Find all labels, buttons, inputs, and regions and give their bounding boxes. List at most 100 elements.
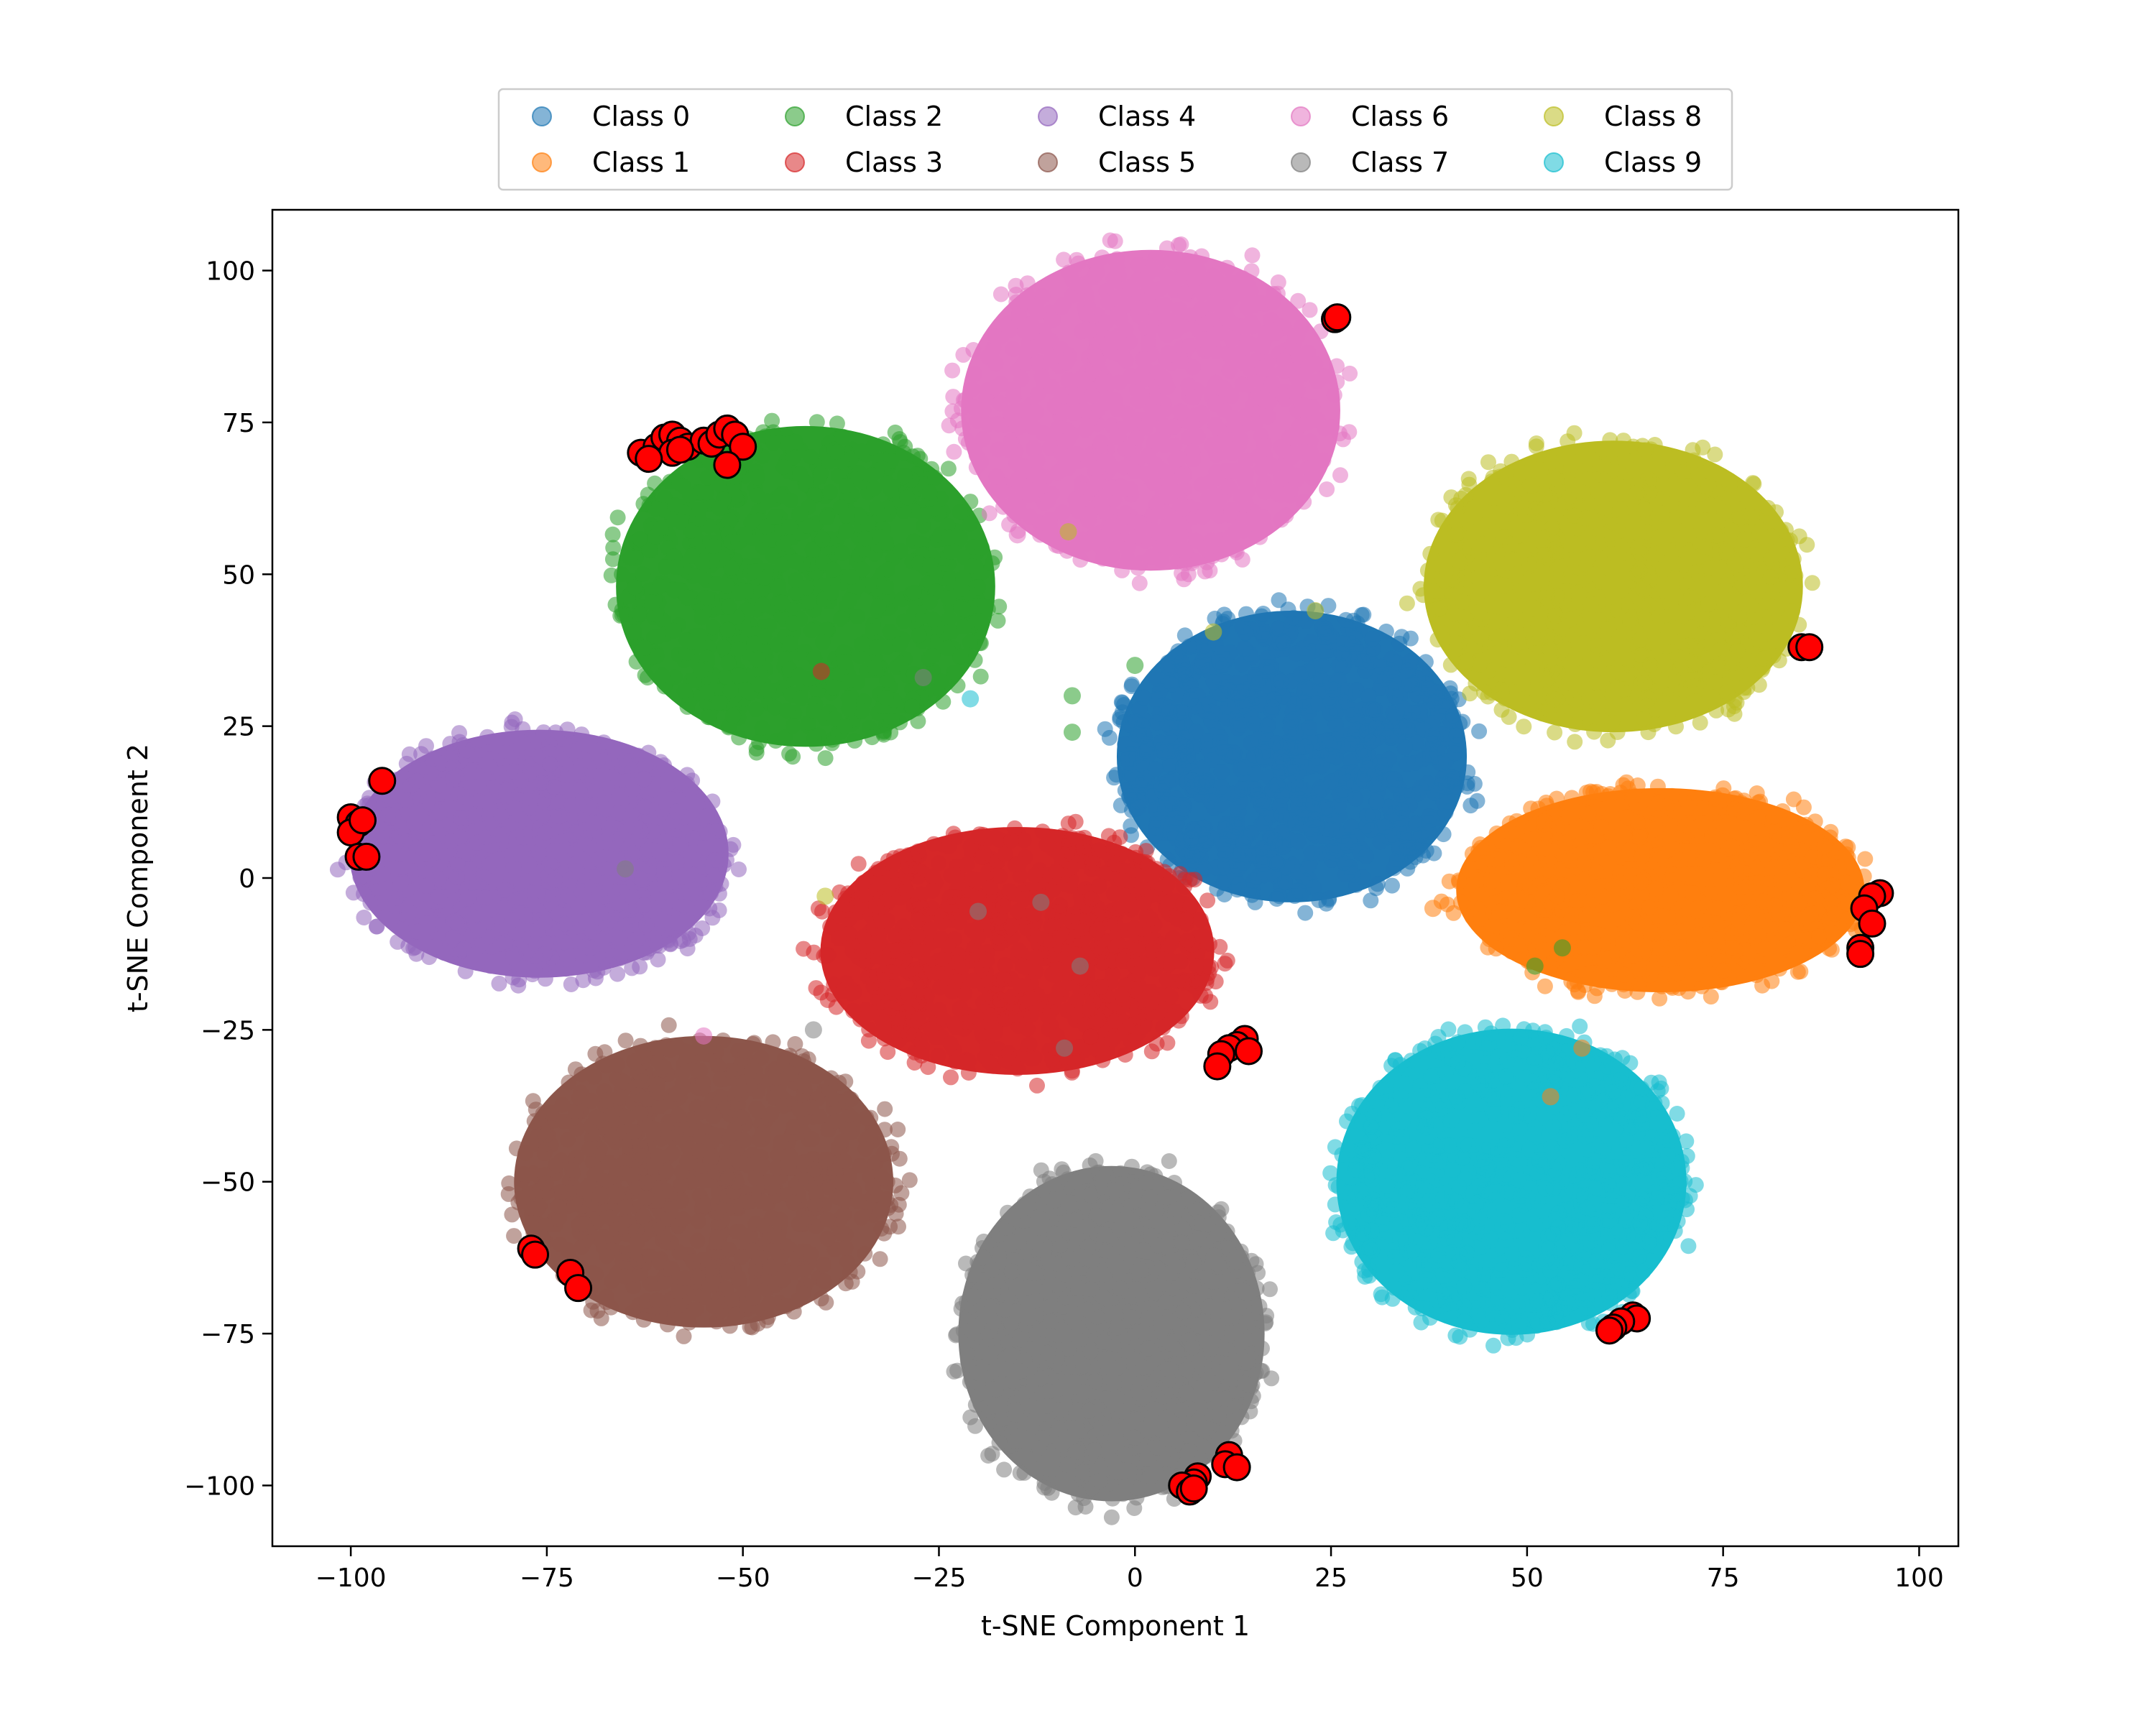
data-point: [1189, 974, 1206, 991]
data-point: [731, 585, 747, 601]
data-point: [694, 609, 710, 626]
data-point: [960, 1053, 977, 1069]
data-point: [1647, 821, 1663, 838]
data-point: [964, 871, 981, 887]
data-point: [956, 601, 972, 618]
data-point: [1115, 987, 1131, 1003]
data-point: [596, 833, 613, 850]
data-point: [1580, 805, 1597, 822]
data-point: [1008, 1009, 1024, 1025]
data-point: [1649, 778, 1666, 795]
data-point: [638, 917, 655, 933]
data-point: [1789, 946, 1805, 962]
data-point: [352, 869, 369, 886]
data-point: [699, 808, 715, 824]
data-point: [1112, 829, 1128, 846]
data-point: [1331, 657, 1348, 673]
data-point: [1756, 941, 1773, 957]
data-point: [1131, 701, 1148, 718]
data-point: [1435, 826, 1452, 843]
data-point: [1110, 900, 1125, 917]
data-point: [1092, 979, 1109, 995]
data-point: [803, 448, 819, 465]
data-point: [942, 543, 959, 560]
data-point: [1448, 727, 1465, 744]
data-point: [953, 581, 969, 597]
data-point: [817, 750, 834, 767]
data-point: [788, 433, 804, 450]
data-point: [1134, 717, 1151, 734]
data-point: [899, 489, 916, 506]
data-point: [952, 1000, 969, 1017]
data-point: [1148, 670, 1164, 687]
data-point: [836, 654, 852, 670]
data-point: [1616, 966, 1633, 983]
data-point: [829, 443, 845, 460]
data-point: [1562, 852, 1578, 869]
data-point: [1792, 895, 1808, 911]
data-point: [837, 718, 853, 734]
data-point: [892, 636, 908, 652]
data-point: [872, 1251, 888, 1267]
data-point: [1287, 815, 1304, 831]
data-point: [907, 965, 923, 981]
data-point: [1781, 829, 1797, 846]
data-point: [982, 1007, 998, 1024]
data-point: [750, 469, 766, 486]
data-point: [1491, 903, 1508, 920]
data-point: [987, 549, 1003, 565]
data-point: [1749, 961, 1766, 978]
data-point: [493, 808, 510, 824]
data-point: [1352, 845, 1368, 861]
data-point: [1124, 676, 1140, 693]
data-point: [1344, 735, 1360, 752]
data-point: [699, 484, 714, 501]
data-point: [1247, 894, 1263, 910]
data-point: [792, 466, 808, 482]
data-point: [1748, 879, 1764, 895]
data-point: [1386, 805, 1402, 821]
data-point: [699, 826, 716, 842]
data-point: [1152, 683, 1169, 699]
data-point: [635, 565, 651, 582]
data-point: [796, 941, 812, 957]
data-point: [1247, 765, 1263, 782]
data-point: [579, 912, 595, 929]
data-point: [622, 808, 637, 823]
data-point: [1331, 726, 1348, 742]
data-point: [668, 559, 684, 576]
data-point: [1386, 860, 1402, 877]
data-point: [1427, 694, 1443, 711]
data-point: [582, 940, 598, 956]
data-point: [1299, 759, 1315, 776]
data-point: [987, 829, 1004, 846]
data-point: [1557, 834, 1574, 851]
data-point: [1027, 867, 1044, 884]
data-point: [754, 719, 770, 736]
data-point: [547, 872, 563, 888]
data-point: [746, 635, 763, 652]
data-point: [868, 499, 885, 516]
data-point: [877, 690, 894, 706]
data-point: [1531, 933, 1547, 950]
data-point: [1691, 926, 1708, 943]
data-point: [942, 1035, 959, 1052]
data-point: [864, 729, 880, 746]
data-point: [977, 598, 993, 614]
data-point: [781, 519, 798, 535]
data-point: [787, 553, 803, 570]
data-point: [1179, 932, 1196, 948]
data-point: [842, 592, 857, 609]
data-point: [491, 975, 507, 992]
data-point: [1021, 1036, 1038, 1053]
data-point: [525, 897, 541, 913]
data-point: [1664, 867, 1681, 883]
data-point: [1488, 825, 1505, 841]
data-point: [1135, 894, 1152, 910]
data-point: [856, 874, 872, 890]
data-point: [720, 655, 737, 671]
data-point: [982, 974, 998, 991]
data-point: [656, 757, 672, 773]
data-point: [1213, 657, 1230, 673]
data-point: [445, 770, 461, 787]
